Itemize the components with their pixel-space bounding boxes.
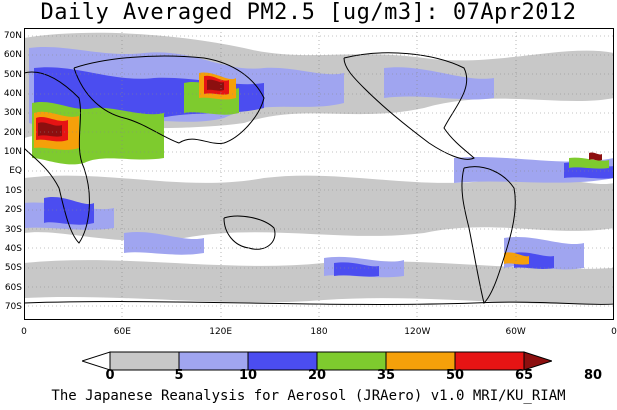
longitude-label: 0 — [611, 327, 617, 337]
latitude-label: 50N — [3, 69, 22, 80]
colorbar-level-label: 10 — [238, 368, 258, 383]
longitude-label: 180 — [310, 327, 328, 337]
colorbar-level-label: 0 — [105, 368, 115, 383]
colorbar-level-label: 5 — [174, 368, 184, 383]
colorbar-level-label: 50 — [445, 368, 465, 383]
latitude-label: 10N — [3, 147, 22, 158]
map-grid — [24, 28, 614, 320]
longitude-label: 120E — [209, 327, 233, 337]
longitude-label: 60E — [113, 327, 131, 337]
latitude-label: 60N — [3, 50, 22, 61]
colorbar-segment — [109, 351, 180, 371]
colorbar-segment — [247, 351, 318, 371]
longitude-label: 60W — [505, 327, 526, 337]
latitude-label: 70S — [4, 301, 22, 312]
latitude-label: 30N — [3, 108, 22, 119]
coastlines — [24, 52, 614, 305]
colorbar-level-label: 20 — [307, 368, 327, 383]
latitude-label: 30S — [4, 224, 22, 235]
map-canvas — [24, 28, 614, 320]
pm25-map — [24, 28, 614, 320]
colorbar-segment — [178, 351, 249, 371]
colorbar-level-label: 35 — [376, 368, 396, 383]
colorbar-segment — [316, 351, 387, 371]
footer-credit: The Japanese Reanalysis for Aerosol (JRA… — [51, 388, 566, 404]
latitude-label: 50S — [4, 263, 22, 274]
latitude-label: 40S — [4, 243, 22, 254]
colorbar-segment — [523, 351, 552, 371]
latitude-label: 10S — [4, 185, 22, 196]
latitude-label: 60S — [4, 282, 22, 293]
latitude-label: 40N — [3, 89, 22, 100]
longitude-label: 0 — [21, 327, 27, 337]
latitude-label: 70N — [3, 31, 22, 41]
pm25-level-80-plus — [38, 79, 602, 161]
latitude-label: EQ — [9, 166, 22, 177]
colorbar-segment — [454, 351, 525, 371]
map-title: Daily Averaged PM2.5 [ug/m3]: 07Apr2012 — [40, 0, 577, 25]
colorbar-level-label: 80 — [583, 368, 603, 383]
colorbar-segment — [385, 351, 456, 371]
colorbar — [82, 351, 552, 371]
latitude-label: 20S — [4, 205, 22, 216]
colorbar-level-label: 65 — [514, 368, 534, 383]
longitude-label: 120W — [404, 327, 431, 337]
latitude-label: 20N — [3, 127, 22, 138]
